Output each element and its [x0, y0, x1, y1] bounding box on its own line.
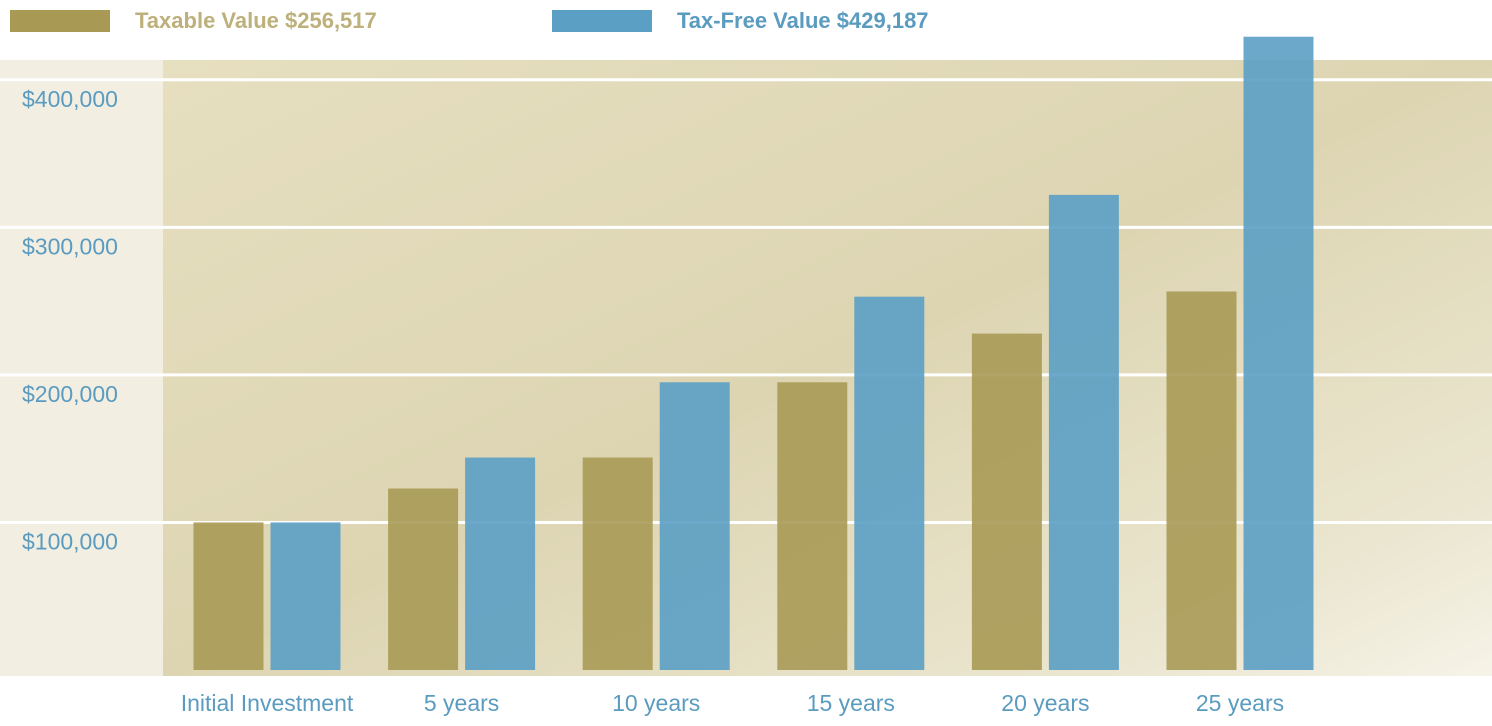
x-tick-label: 25 years [1196, 690, 1284, 716]
bar [271, 522, 341, 670]
chart: $100,000 $200,000 $300,000 $400,000 Taxable … [0, 0, 1492, 721]
x-tick-label: 15 years [807, 690, 895, 716]
y-tick-label: $300,000 [22, 233, 118, 259]
bar [1244, 37, 1314, 670]
legend-label: Taxable Value $256,517 [135, 8, 377, 33]
bar [854, 297, 924, 670]
x-tick-label: 5 years [424, 690, 499, 716]
x-tick-label: 10 years [612, 690, 700, 716]
bar [194, 522, 264, 670]
bar [1167, 291, 1237, 670]
bar [777, 382, 847, 670]
x-tick-label: 20 years [1001, 690, 1089, 716]
y-tick-label: $400,000 [22, 86, 118, 112]
legend-swatch [10, 10, 110, 32]
y-tick-label: $200,000 [22, 381, 118, 407]
legend-label: Tax-Free Value $429,187 [677, 8, 929, 33]
x-tick-label: Initial Investment [181, 690, 354, 716]
legend-swatch [552, 10, 652, 32]
bar [465, 458, 535, 670]
bar [1049, 195, 1119, 670]
bar [583, 458, 653, 670]
bar [660, 382, 730, 670]
background-left [0, 60, 163, 676]
bar [388, 489, 458, 670]
y-tick-label: $100,000 [22, 529, 118, 555]
bar [972, 334, 1042, 670]
